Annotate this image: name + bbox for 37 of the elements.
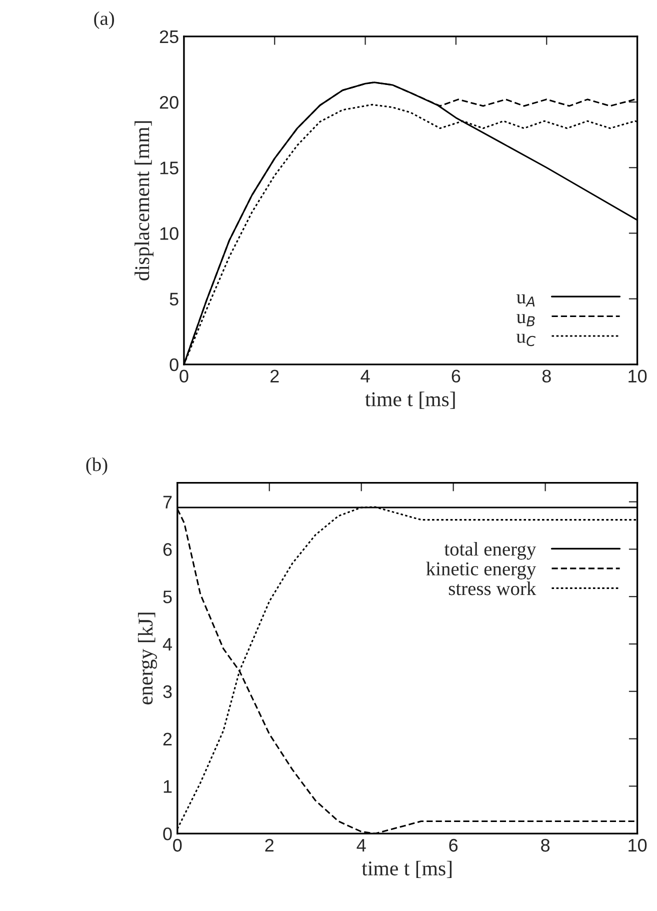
y-tick-label: 10	[160, 227, 178, 240]
legend-label: stress work	[448, 582, 536, 596]
y-tick-label: 2	[163, 732, 172, 746]
y-tick-label: 6	[163, 543, 172, 556]
x-tick-label: 2	[270, 370, 279, 382]
x-tick-label: 4	[356, 839, 366, 852]
y-tick-label: 0	[163, 828, 172, 840]
chart-title: (b)	[86, 457, 108, 476]
legend-label: u$_{B}$	[516, 314, 535, 326]
x-tick-label: 8	[541, 838, 550, 852]
chart-title: (a)	[94, 11, 114, 29]
x-axis-title: time t [ms]	[365, 392, 455, 409]
y-tick-label: 4	[162, 638, 172, 651]
legend-label: u$_{A}$	[516, 294, 535, 307]
x-tick-label: 0	[180, 370, 188, 383]
y-tick-label: 5	[163, 590, 172, 604]
y-tick-label: 0	[170, 358, 178, 372]
y-tick-label: 3	[163, 685, 172, 698]
x-tick-label: 6	[449, 838, 458, 852]
y-tick-label: 7	[163, 496, 172, 508]
x-tick-label: 10	[628, 838, 647, 852]
x-tick-label: 6	[452, 370, 460, 383]
y-tick-label: 5	[170, 292, 178, 306]
x-tick-label: 2	[265, 838, 274, 852]
y-tick-label: 20	[160, 96, 178, 109]
y-tick-label: 25	[160, 30, 178, 44]
legend-label: kinetic energy	[426, 562, 536, 580]
x-tick-label: 10	[628, 370, 647, 383]
y-axis-title: energy [kJ]	[138, 612, 157, 704]
x-tick-label: 4	[360, 370, 370, 382]
y-tick-label: 1	[164, 780, 172, 793]
y-tick-label: 15	[160, 162, 178, 174]
x-tick-label: 8	[542, 370, 551, 383]
x-axis-title: time t [ms]	[362, 860, 452, 878]
legend-label: total energy	[444, 542, 536, 560]
legend-label: u$_{C}$	[516, 334, 536, 346]
y-axis-title: displacement [mm]	[134, 121, 154, 280]
